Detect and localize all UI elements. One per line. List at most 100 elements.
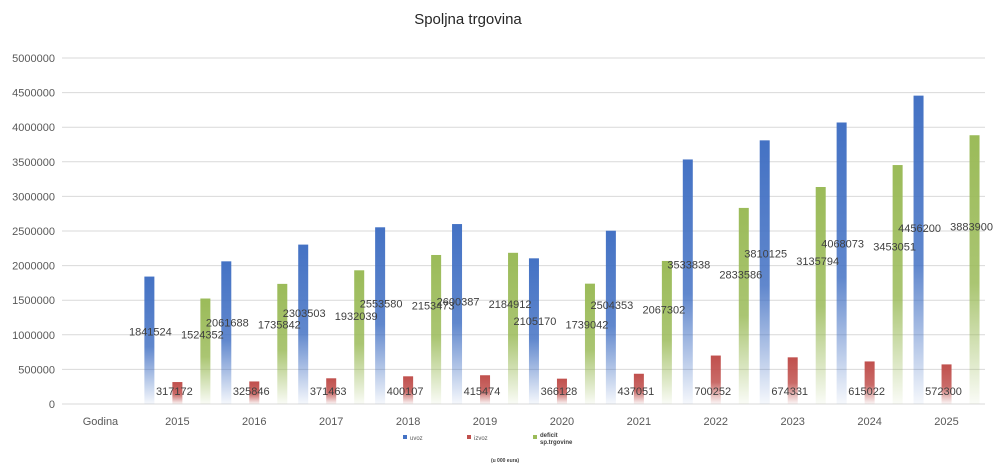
data-label: 415474 <box>464 386 501 398</box>
bar-uvoz <box>528 258 539 404</box>
x-tick-label: 2019 <box>473 416 497 428</box>
y-tick-label: 500000 <box>18 364 55 376</box>
unit-note: (u 000 eura) <box>491 458 519 464</box>
bar-deficit-sp-trgovine <box>200 298 211 404</box>
y-tick-label: 1500000 <box>12 295 55 307</box>
data-label: 2833586 <box>719 270 762 282</box>
data-label: 1739042 <box>566 320 609 332</box>
bar-deficit-sp-trgovine <box>508 252 519 404</box>
gridlines <box>62 57 985 405</box>
bar-deficit-sp-trgovine <box>277 283 288 404</box>
data-label: 1524352 <box>181 329 224 341</box>
bar-deficit-sp-trgovine <box>815 187 826 404</box>
x-tick-label: 2015 <box>165 416 189 428</box>
bar-uvoz <box>759 140 770 404</box>
x-tick-label: 2016 <box>242 416 266 428</box>
bar-uvoz <box>221 261 232 404</box>
data-label: 3453051 <box>873 241 916 253</box>
data-label: 2504353 <box>590 300 633 312</box>
y-tick-label: 2500000 <box>12 226 55 238</box>
y-tick-label: 1000000 <box>12 330 55 342</box>
legend-swatch <box>467 435 471 439</box>
bar-deficit-sp-trgovine <box>661 260 672 404</box>
legend-label: izvoz <box>474 436 488 442</box>
bar-deficit-sp-trgovine <box>584 283 595 404</box>
bar-uvoz <box>913 95 924 405</box>
chart-title: Spoljna trgovina <box>414 11 522 28</box>
data-label: 366128 <box>541 386 578 398</box>
data-label: 572300 <box>925 386 962 398</box>
data-label: 700252 <box>694 386 731 398</box>
y-tick-label: 2000000 <box>12 261 55 273</box>
bar-uvoz <box>298 244 309 404</box>
y-tick-label: 3500000 <box>12 157 55 169</box>
bar-izvoz <box>480 375 491 404</box>
bar-deficit-sp-trgovine <box>354 270 365 404</box>
y-tick-label: 3000000 <box>12 191 55 203</box>
x-tick-label: 2017 <box>319 416 343 428</box>
bar-izvoz <box>249 381 260 404</box>
y-tick-label: 4000000 <box>12 122 55 134</box>
data-label: 3135794 <box>796 256 839 268</box>
bar-izvoz <box>326 378 337 404</box>
bar-uvoz <box>836 122 847 404</box>
data-label: 3533838 <box>667 260 710 272</box>
bar-uvoz <box>682 159 693 404</box>
bar-izvoz <box>633 373 644 404</box>
legend-label: sp.trgovine <box>540 440 573 446</box>
legend-swatch <box>403 435 407 439</box>
data-label: 2105170 <box>514 316 557 328</box>
x-tick-label: 2025 <box>934 416 958 428</box>
bar-deficit-sp-trgovine <box>892 165 903 404</box>
data-label: 4456200 <box>898 223 941 235</box>
bar-uvoz <box>375 227 386 404</box>
y-tick-label: 0 <box>49 399 55 411</box>
bar-izvoz <box>556 378 567 404</box>
data-label: 325846 <box>233 386 270 398</box>
data-label: 1932039 <box>335 311 378 323</box>
bar-izvoz <box>172 382 183 404</box>
data-label: 2303503 <box>283 308 326 320</box>
bar-deficit-sp-trgovine <box>969 135 980 404</box>
y-tick-label: 4500000 <box>12 88 55 100</box>
data-label: 4068073 <box>821 239 864 251</box>
bar-deficit-sp-trgovine <box>738 207 749 404</box>
y-axis: 0 500000 1000000 1500000 2000000 2500000 30000… <box>12 53 55 411</box>
data-label: 400107 <box>387 386 424 398</box>
x-tick-label: 2020 <box>550 416 574 428</box>
x-tick-label: Godina <box>83 416 119 428</box>
data-label: 3883900 <box>950 222 993 234</box>
bars <box>144 95 980 405</box>
data-label: 1735842 <box>258 320 301 332</box>
x-tick-label: 2018 <box>396 416 420 428</box>
bar-izvoz <box>787 357 798 404</box>
legend-swatch <box>533 435 537 439</box>
x-tick-label: 2023 <box>780 416 804 428</box>
bar-uvoz <box>605 230 616 404</box>
x-tick-label: 2024 <box>857 416 881 428</box>
y-tick-label: 5000000 <box>12 53 55 65</box>
bar-izvoz <box>864 361 875 404</box>
x-tick-label: 2021 <box>627 416 651 428</box>
x-axis: Godina 2015 2016 2017 2018 2019 2020 2021 2022 20… <box>83 416 959 428</box>
bar-izvoz <box>941 364 952 404</box>
legend-label: deficit <box>540 433 558 439</box>
bar-uvoz <box>452 224 463 404</box>
legend-label: uvoz <box>410 436 423 442</box>
x-tick-label: 2022 <box>704 416 728 428</box>
data-label: 437051 <box>618 386 655 398</box>
data-label: 674331 <box>771 386 808 398</box>
bar-deficit-sp-trgovine <box>431 254 442 404</box>
bar-izvoz <box>403 376 414 404</box>
data-label: 2153473 <box>412 301 455 313</box>
data-label: 2067302 <box>642 305 685 317</box>
data-label: 3810125 <box>744 249 787 261</box>
bar-uvoz <box>144 276 155 404</box>
data-label: 317172 <box>156 386 193 398</box>
data-label: 2600387 <box>437 296 480 308</box>
data-label: 2553580 <box>360 298 403 310</box>
